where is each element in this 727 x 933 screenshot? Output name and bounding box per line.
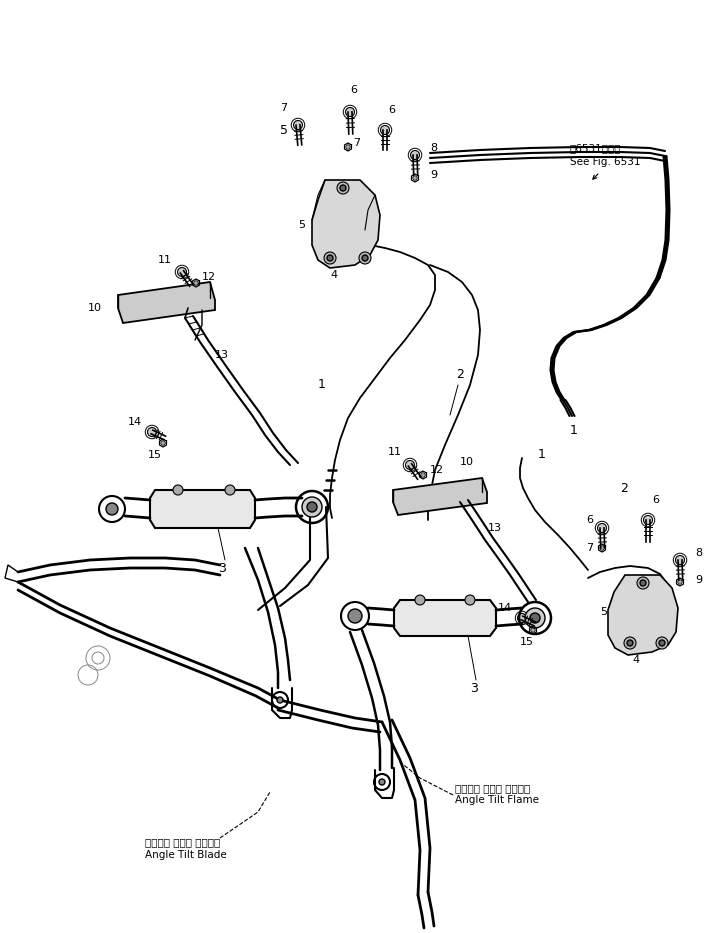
Text: 10: 10 xyxy=(460,457,474,467)
Circle shape xyxy=(345,107,355,117)
Circle shape xyxy=(675,555,685,564)
Text: 6: 6 xyxy=(350,85,357,95)
Circle shape xyxy=(627,640,633,646)
Text: 9: 9 xyxy=(430,170,437,180)
Circle shape xyxy=(277,697,283,703)
Circle shape xyxy=(225,485,235,495)
Polygon shape xyxy=(393,478,487,515)
Text: 10: 10 xyxy=(88,303,102,313)
Circle shape xyxy=(359,252,371,264)
Polygon shape xyxy=(150,490,255,528)
Text: 1: 1 xyxy=(318,379,326,392)
Circle shape xyxy=(327,255,333,261)
Circle shape xyxy=(307,502,317,512)
Polygon shape xyxy=(394,600,496,636)
Text: 1: 1 xyxy=(538,449,546,462)
Text: 1: 1 xyxy=(570,424,578,437)
Text: アングル チルト フレーム: アングル チルト フレーム xyxy=(455,783,530,793)
Circle shape xyxy=(337,182,349,194)
Text: 11: 11 xyxy=(158,255,172,265)
Text: 6: 6 xyxy=(586,515,593,525)
Text: 5: 5 xyxy=(600,607,607,617)
Text: 12: 12 xyxy=(202,272,216,282)
Text: 3: 3 xyxy=(218,562,226,575)
Circle shape xyxy=(413,175,417,180)
Circle shape xyxy=(640,580,646,586)
Circle shape xyxy=(465,595,475,605)
Text: 13: 13 xyxy=(488,523,502,533)
Text: 7: 7 xyxy=(353,138,360,148)
Text: 7: 7 xyxy=(586,543,593,553)
Text: 15: 15 xyxy=(520,637,534,647)
Circle shape xyxy=(530,613,540,623)
Circle shape xyxy=(637,577,649,589)
Circle shape xyxy=(406,461,414,469)
Text: 2: 2 xyxy=(456,369,464,382)
Polygon shape xyxy=(118,282,215,323)
Circle shape xyxy=(380,126,390,134)
Circle shape xyxy=(421,473,425,477)
Text: 4: 4 xyxy=(330,270,337,280)
Text: 2: 2 xyxy=(620,481,628,494)
Circle shape xyxy=(173,485,183,495)
Circle shape xyxy=(379,779,385,785)
Text: 8: 8 xyxy=(430,143,437,153)
Text: See Fig. 6531: See Fig. 6531 xyxy=(570,157,640,167)
Circle shape xyxy=(194,281,198,285)
Circle shape xyxy=(161,440,165,445)
Circle shape xyxy=(518,614,526,622)
Circle shape xyxy=(600,546,604,550)
Text: 5: 5 xyxy=(298,220,305,230)
Circle shape xyxy=(415,595,425,605)
Text: 13: 13 xyxy=(215,350,229,360)
Text: 9: 9 xyxy=(695,575,702,585)
Circle shape xyxy=(598,523,606,533)
Circle shape xyxy=(362,255,368,261)
Text: 5: 5 xyxy=(280,123,288,136)
Circle shape xyxy=(531,628,535,633)
Text: 6: 6 xyxy=(388,105,395,115)
Circle shape xyxy=(624,637,636,649)
Circle shape xyxy=(659,640,665,646)
Text: 11: 11 xyxy=(388,447,402,457)
Text: 15: 15 xyxy=(148,450,162,460)
Circle shape xyxy=(346,145,350,149)
Polygon shape xyxy=(608,575,678,655)
Circle shape xyxy=(678,579,682,584)
Text: Angle Tilt Flame: Angle Tilt Flame xyxy=(455,795,539,805)
Circle shape xyxy=(411,150,419,160)
Circle shape xyxy=(525,608,545,628)
Circle shape xyxy=(294,120,302,130)
Text: 14: 14 xyxy=(128,417,142,427)
Circle shape xyxy=(302,497,322,517)
Text: 8: 8 xyxy=(695,548,702,558)
Polygon shape xyxy=(312,180,380,268)
Circle shape xyxy=(643,516,653,524)
Circle shape xyxy=(177,268,187,276)
Text: 6: 6 xyxy=(652,495,659,505)
Text: 第6531図参照: 第6531図参照 xyxy=(570,143,622,153)
Circle shape xyxy=(340,185,346,191)
Text: 3: 3 xyxy=(470,681,478,694)
Circle shape xyxy=(106,503,118,515)
Text: アングル チルト ブレード: アングル チルト ブレード xyxy=(145,837,220,847)
Text: 12: 12 xyxy=(430,465,444,475)
Text: Angle Tilt Blade: Angle Tilt Blade xyxy=(145,850,227,860)
Text: 14: 14 xyxy=(498,603,512,613)
Text: 7: 7 xyxy=(280,103,287,113)
Circle shape xyxy=(324,252,336,264)
Circle shape xyxy=(348,609,362,623)
Circle shape xyxy=(148,427,156,437)
Text: 4: 4 xyxy=(632,655,639,665)
Circle shape xyxy=(656,637,668,649)
